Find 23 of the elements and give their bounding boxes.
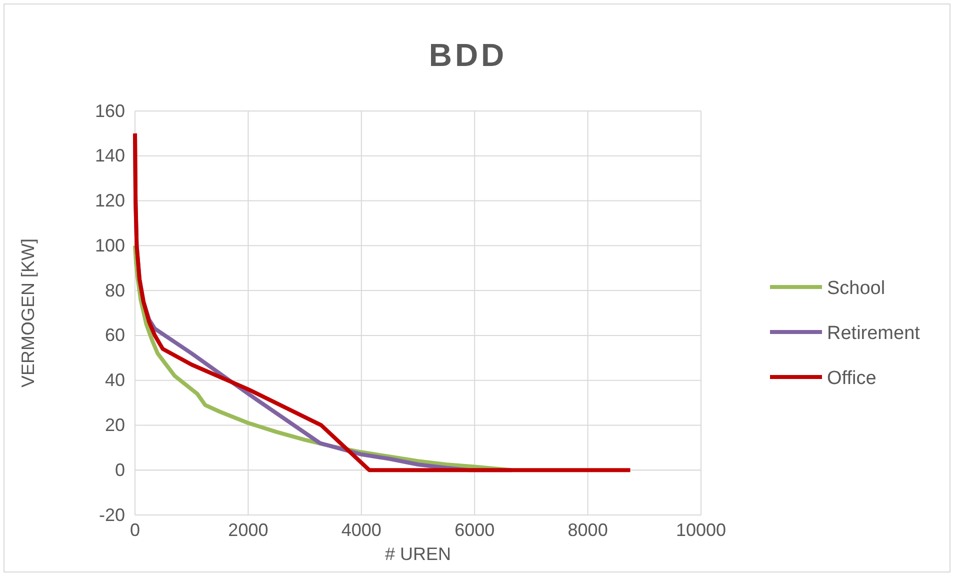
y-tick-label: 120	[94, 190, 125, 211]
legend-label: Office	[827, 368, 876, 389]
x-tick-label: 10000	[676, 520, 726, 540]
x-tick-label: 4000	[341, 520, 382, 540]
x-tick-label: 0	[130, 520, 140, 540]
y-tick-label: 100	[94, 235, 125, 256]
y-tick-label: 0	[114, 460, 125, 480]
y-tick-label: 60	[104, 325, 125, 346]
x-tick-label: 2000	[228, 520, 268, 540]
y-tick-label: 160	[94, 100, 125, 121]
y-tick-label: 20	[104, 414, 125, 435]
y-tick-label: 80	[104, 280, 125, 300]
line-series	[133, 131, 632, 472]
x-axis-title: # UREN	[384, 544, 452, 564]
x-tick-label: 6000	[454, 520, 495, 540]
chart-title: BDD	[428, 37, 508, 73]
legend-label: Retirement	[827, 323, 921, 344]
y-tick-label: 140	[94, 146, 125, 166]
y-tick-label: -20	[98, 504, 125, 525]
y-tick-label: 40	[104, 370, 125, 390]
y-axis-title: VERMOGEN [KW]	[18, 238, 38, 388]
legend-label: School	[827, 278, 886, 299]
x-tick-label: 8000	[568, 520, 608, 540]
